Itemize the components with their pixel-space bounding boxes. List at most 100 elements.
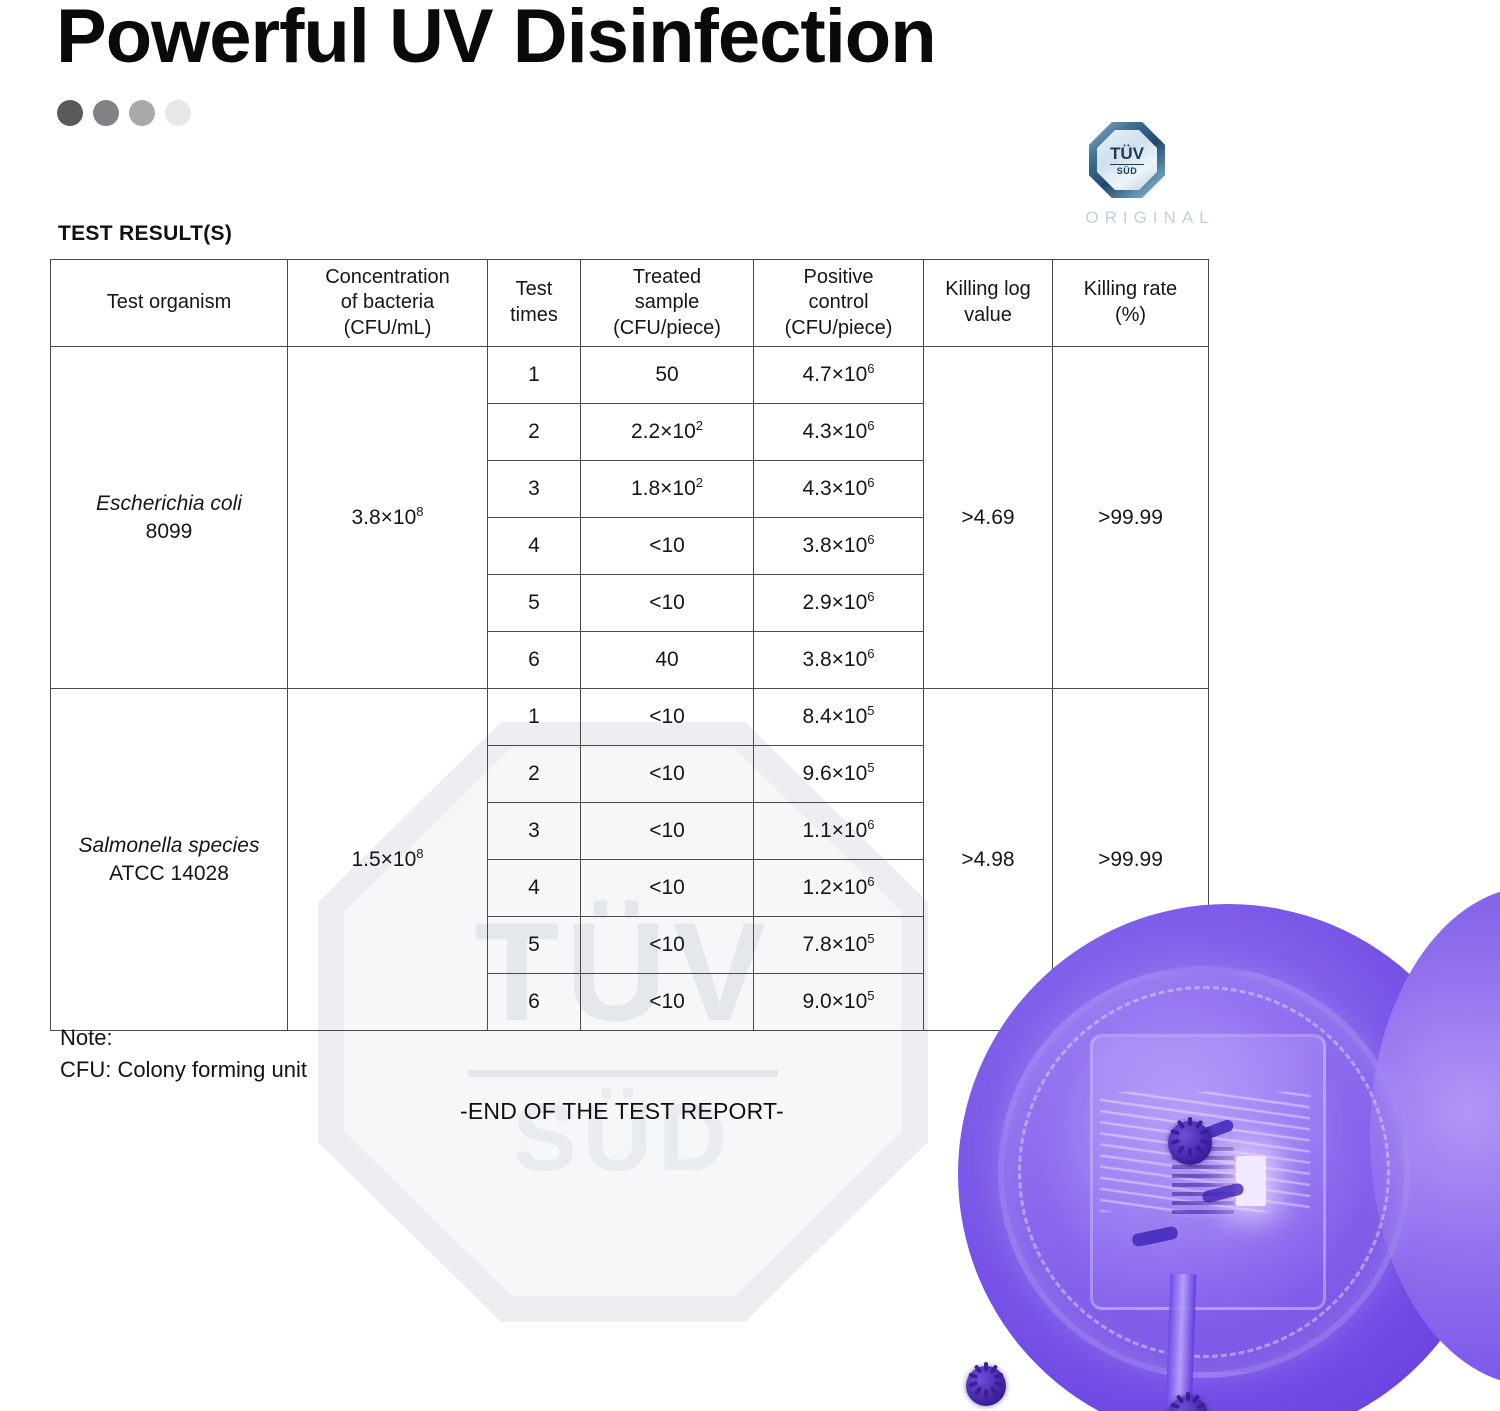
column-header-line: Test: [515, 278, 553, 301]
cell-test-times: 2: [487, 745, 581, 803]
cell-concentration: 3.8×108: [287, 346, 488, 689]
table-column-header: Test times: [487, 259, 581, 347]
germ-spike: [1194, 1119, 1204, 1130]
uv-vacuum-head-photo: [940, 866, 1500, 1411]
badge-original-caption: ORIGINAL: [1085, 208, 1215, 227]
column-header-line: Killing log: [945, 278, 1031, 301]
badge-sud-text: SÜD: [1116, 165, 1138, 176]
tuv-sud-original-badge: TÜV SÜD ORIGINAL: [1080, 122, 1220, 242]
test-results-heading: TEST RESULT(S): [58, 222, 233, 245]
badge-tuv-text: TÜV: [1110, 143, 1144, 163]
note-block: Note: CFU: Colony forming unit: [60, 1022, 307, 1086]
table-column-header: Killing log value: [923, 259, 1053, 347]
table-column-header: Killing rate (%): [1052, 259, 1209, 347]
table-column-header: Positive control (CFU/piece): [753, 259, 924, 347]
cell-treated-sample: 40: [580, 631, 754, 689]
germ-spike: [1199, 1128, 1210, 1136]
germ-spike: [1176, 1119, 1186, 1130]
germ-icon: [966, 1362, 1006, 1406]
germ-spike: [1191, 1394, 1201, 1404]
germ-spike: [993, 1372, 1004, 1380]
cell-positive-control: 8.4×105: [753, 688, 924, 746]
column-header-line: control: [808, 291, 869, 314]
dot-4: [165, 100, 191, 126]
page-title: Powerful UV Disinfection: [56, 0, 937, 79]
cell-test-times: 6: [487, 631, 581, 689]
germ-spike: [989, 1386, 999, 1396]
cell-killing-rate: >99.99: [1052, 346, 1209, 689]
note-title: Note:: [60, 1025, 113, 1050]
column-header-line: Killing rate: [1083, 278, 1178, 301]
germ-spike: [1195, 1402, 1206, 1410]
end-of-report-text: -END OF THE TEST REPORT-: [460, 1098, 784, 1124]
cell-test-times: 6: [487, 973, 581, 1031]
cell-test-times: 3: [487, 802, 581, 860]
vacuum-head-body: [998, 966, 1410, 1378]
germ-spike: [1170, 1138, 1181, 1146]
cell-positive-control: 3.8×106: [753, 517, 924, 575]
cell-test-organism: Salmonella species ATCC 14028: [50, 688, 288, 1031]
cell-test-times: 4: [487, 859, 581, 917]
table-row: Salmonella species ATCC 14028 1.5×108 1 <10 8…: [50, 688, 1209, 1031]
germ-spike: [1176, 1144, 1186, 1155]
germ-spike: [968, 1380, 979, 1388]
germ-icon: [1168, 1392, 1208, 1411]
cell-test-times: 1: [487, 346, 581, 404]
dot-2: [93, 100, 119, 126]
germ-spike: [984, 1389, 988, 1398]
germ-spike: [1194, 1144, 1204, 1155]
cell-positive-control: 9.0×105: [753, 973, 924, 1031]
uv-lamp: [1236, 1156, 1266, 1206]
germ-spike: [973, 1386, 983, 1396]
table-column-header: Treated sample (CFU/piece): [580, 259, 754, 347]
cell-treated-sample: <10: [580, 517, 754, 575]
cell-treated-sample: <10: [580, 916, 754, 974]
cell-positive-control: 3.8×106: [753, 631, 924, 689]
cell-test-times: 5: [487, 574, 581, 632]
germ-icon: [1168, 1117, 1212, 1165]
table-row: 4 <10 3.8×106: [51, 517, 1209, 575]
cell-positive-control: 9.6×105: [753, 745, 924, 803]
progress-dots: [57, 100, 191, 126]
table-row: 3 1.8×102 4.3×106: [51, 460, 1209, 518]
germ-spike: [989, 1364, 999, 1374]
cell-treated-sample: 50: [580, 346, 754, 404]
column-header-line: (CFU/piece): [613, 316, 721, 339]
column-header-line: (CFU/piece): [784, 316, 893, 339]
dot-3: [129, 100, 155, 126]
cell-positive-control: 4.7×106: [753, 346, 924, 404]
table-row: 5 <10 2.9×106: [51, 574, 1209, 632]
column-header-line: times: [510, 304, 558, 326]
organism-species: Escherichia coli: [96, 492, 242, 516]
cell-treated-sample: <10: [580, 859, 754, 917]
table-column-header: Test organism: [50, 259, 288, 347]
vacuum-head-brush-ring: [1018, 986, 1390, 1358]
germ-spike: [1175, 1394, 1185, 1404]
germ-spike: [1186, 1392, 1190, 1401]
germ-spike: [1170, 1402, 1181, 1410]
germ-spike: [1188, 1117, 1192, 1126]
column-header-line: Test organism: [106, 291, 232, 314]
cell-killing-log-value: >4.69: [923, 346, 1053, 689]
organism-strain: ATCC 14028: [109, 861, 229, 885]
table-header-row: Test organism Concentration of bacteria (CF…: [50, 259, 1209, 347]
badge-octagon-outer: TÜV SÜD: [1089, 122, 1165, 198]
cell-test-times: 3: [487, 460, 581, 518]
cell-positive-control: 4.3×106: [753, 403, 924, 461]
cell-treated-sample: <10: [580, 574, 754, 632]
cell-positive-control: 4.3×106: [753, 460, 924, 518]
cell-positive-control: 1.2×106: [753, 859, 924, 917]
vacuum-handle: [1165, 1273, 1197, 1411]
germ-spike: [973, 1364, 983, 1374]
column-header-line: sample: [634, 291, 700, 314]
cell-treated-sample: <10: [580, 745, 754, 803]
cell-treated-sample: <10: [580, 973, 754, 1031]
cell-treated-sample: 2.2×102: [580, 403, 754, 461]
germ-spike: [1170, 1128, 1181, 1136]
column-header-line: Treated: [632, 265, 702, 288]
cell-treated-sample: <10: [580, 802, 754, 860]
column-header-line: Positive: [803, 265, 874, 288]
column-header-line: (%): [1114, 304, 1147, 326]
table-column-header: Concentration of bacteria (CFU/mL): [287, 259, 488, 347]
column-header-line: of bacteria: [340, 291, 435, 314]
